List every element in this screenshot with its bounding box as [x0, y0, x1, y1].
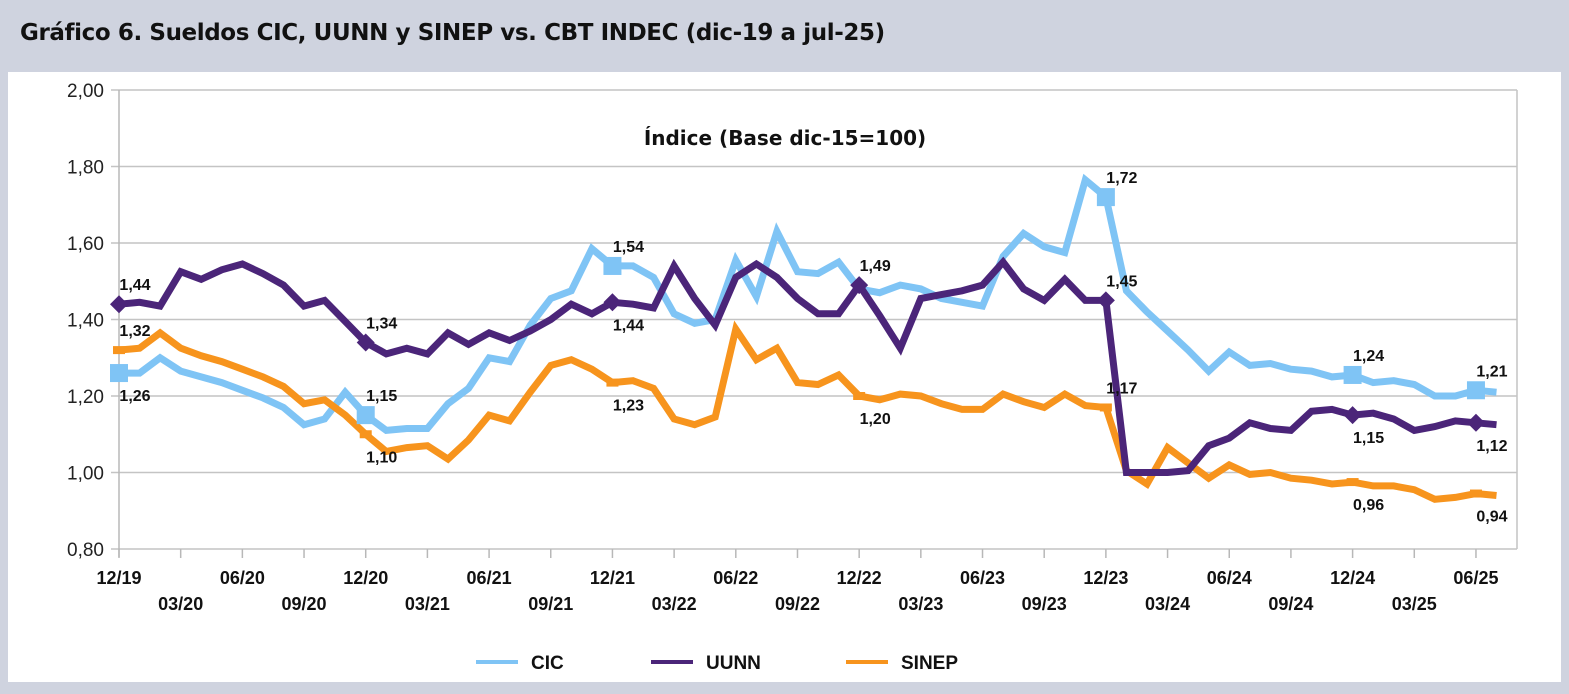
x-tick-label: 12/20 — [343, 568, 388, 588]
gridlines — [111, 89, 1518, 557]
data-label: 1,21 — [1476, 363, 1507, 380]
x-tick-label: 12/24 — [1330, 568, 1375, 588]
marker-dash — [1346, 478, 1359, 487]
y-tick-label: 1,00 — [67, 464, 104, 485]
x-tick-label: 03/24 — [1145, 594, 1190, 614]
x-tick-label: 12/19 — [96, 568, 141, 588]
marker-square — [1466, 381, 1485, 400]
y-tick-label: 1,20 — [67, 387, 104, 408]
marker-diamond — [1096, 291, 1115, 310]
marker-dash — [113, 346, 125, 355]
data-label: 1,12 — [1476, 438, 1507, 455]
x-tick-label: 09/20 — [282, 594, 327, 614]
data-label: 1,26 — [119, 388, 150, 405]
x-tick-label: 03/23 — [898, 594, 943, 614]
legend-label-sinep: SINEP — [901, 653, 958, 674]
x-tick-label: 03/20 — [158, 594, 203, 614]
y-tick-label: 1,80 — [67, 158, 104, 179]
marker-diamond — [356, 333, 375, 352]
y-tick-label: 2,00 — [67, 81, 104, 102]
x-tick-label: 06/22 — [713, 568, 758, 588]
data-label: 1,44 — [119, 277, 150, 294]
y-axis-ticks: 0,80 1,00 1,20 1,40 1,60 1,80 2,00 — [67, 81, 104, 561]
data-label: 1,32 — [119, 323, 150, 340]
marker-dash — [359, 430, 372, 439]
x-tick-label: 03/22 — [652, 594, 697, 614]
series-line-uunn — [118, 256, 1497, 476]
x-tick-label: 06/20 — [220, 568, 265, 588]
data-label: 1,10 — [366, 449, 397, 466]
data-label: 0,94 — [1476, 509, 1507, 526]
marker-dash — [606, 378, 619, 387]
marker-diamond — [1466, 413, 1485, 432]
x-tick-label: 03/25 — [1392, 594, 1437, 614]
legend: CIC UUNN SINEP — [476, 653, 958, 674]
x-tick-label: 06/21 — [467, 568, 512, 588]
data-label: 1,34 — [366, 315, 397, 332]
marker-diamond — [110, 295, 128, 314]
series-line-cic — [119, 173, 1497, 435]
marker-dash — [853, 392, 866, 400]
x-tick-label: 03/21 — [405, 594, 450, 614]
marker-square — [1096, 188, 1115, 207]
data-label: 1,49 — [860, 258, 891, 275]
x-tick-label: 09/23 — [1022, 594, 1067, 614]
x-tick-label: 12/22 — [837, 568, 882, 588]
y-tick-label: 0,80 — [67, 540, 104, 561]
marker-square — [1343, 365, 1362, 384]
data-label: 1,20 — [860, 411, 891, 428]
data-label: 1,15 — [1353, 430, 1384, 447]
marker-dash — [1099, 403, 1112, 412]
marker-diamond — [603, 293, 622, 312]
data-label: 1,17 — [1106, 380, 1137, 397]
legend-label-uunn: UUNN — [706, 653, 761, 674]
series-lines — [118, 173, 1497, 503]
x-tick-label: 09/22 — [775, 594, 820, 614]
data-labels: 1,44 1,32 1,26 1,34 1,15 1,10 1,54 1,44 1,23 1,49… — [119, 170, 1507, 525]
data-label: 0,96 — [1353, 497, 1384, 514]
series-line-sinep — [118, 320, 1497, 503]
x-tick-label: 06/23 — [960, 568, 1005, 588]
data-label: 1,44 — [613, 317, 644, 334]
data-label: 1,23 — [613, 398, 644, 415]
data-label: 1,72 — [1106, 170, 1137, 187]
x-tick-label: 06/25 — [1453, 568, 1498, 588]
marker-square — [356, 406, 375, 425]
x-tick-label: 06/24 — [1207, 568, 1252, 588]
marker-dash — [1469, 489, 1482, 498]
marker-diamond — [850, 276, 869, 295]
data-label: 1,54 — [613, 239, 644, 256]
x-tick-label: 12/23 — [1083, 568, 1128, 588]
data-label: 1,15 — [366, 388, 397, 405]
series-markers — [110, 188, 1485, 498]
marker-diamond — [1343, 406, 1362, 425]
marker-square — [110, 364, 128, 383]
x-tick-label: 09/24 — [1268, 594, 1313, 614]
data-label: 1,45 — [1106, 273, 1137, 290]
legend-label-cic: CIC — [531, 653, 564, 674]
x-tick-label: 09/21 — [528, 594, 573, 614]
chart-subtitle: Índice (Base dic-15=100) — [644, 126, 926, 150]
data-label: 1,24 — [1353, 348, 1384, 365]
x-axis-ticks: 12/19 03/20 06/20 09/20 12/20 03/21 06/21 09/21… — [96, 549, 1498, 614]
marker-square — [603, 256, 622, 275]
y-tick-label: 1,40 — [67, 311, 104, 332]
x-tick-label: 12/21 — [590, 568, 635, 588]
y-tick-label: 1,60 — [67, 234, 104, 255]
chart-title: Gráfico 6. Sueldos CIC, UUNN y SINEP vs.… — [20, 20, 885, 46]
